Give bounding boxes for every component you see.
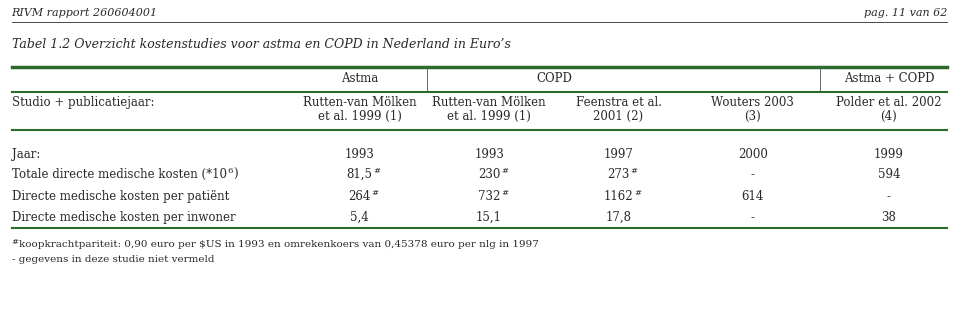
Text: (4): (4): [880, 110, 898, 123]
Text: #: #: [12, 238, 18, 246]
Text: 15,1: 15,1: [476, 211, 503, 224]
Text: Tabel 1.2 Overzicht kostenstudies voor astma en COPD in Nederland in Euro’s: Tabel 1.2 Overzicht kostenstudies voor a…: [12, 38, 510, 51]
Text: Polder et al. 2002: Polder et al. 2002: [836, 96, 942, 109]
Text: #: #: [631, 167, 638, 175]
Text: pag. 11 van 62: pag. 11 van 62: [864, 8, 947, 18]
Text: -: -: [751, 168, 755, 181]
Text: 230: 230: [478, 168, 501, 181]
Text: Jaar:: Jaar:: [12, 148, 40, 161]
Text: 732: 732: [478, 190, 501, 203]
Text: 614: 614: [741, 190, 764, 203]
Text: 594: 594: [877, 168, 901, 181]
Text: 1997: 1997: [603, 148, 634, 161]
Text: 17,8: 17,8: [605, 211, 632, 224]
Text: Studio + publicatiejaar:: Studio + publicatiejaar:: [12, 96, 154, 109]
Text: 273: 273: [607, 168, 630, 181]
Text: Feenstra et al.: Feenstra et al.: [575, 96, 662, 109]
Text: -: -: [887, 190, 891, 203]
Text: Rutten-van Mölken: Rutten-van Mölken: [433, 96, 546, 109]
Text: koopkrachtpariteit: 0,90 euro per $US in 1993 en omrekenkoers van 0,45378 euro p: koopkrachtpariteit: 0,90 euro per $US in…: [18, 240, 538, 249]
Text: 1999: 1999: [874, 148, 904, 161]
Text: 264: 264: [348, 190, 371, 203]
Text: Directe medische kosten per patiënt: Directe medische kosten per patiënt: [12, 190, 229, 203]
Text: Wouters 2003: Wouters 2003: [712, 96, 794, 109]
Text: 81,5: 81,5: [346, 168, 373, 181]
Text: Astma + COPD: Astma + COPD: [844, 72, 934, 85]
Text: et al. 1999 (1): et al. 1999 (1): [447, 110, 531, 123]
Text: 5,4: 5,4: [350, 211, 369, 224]
Text: #: #: [634, 189, 642, 197]
Text: 1993: 1993: [474, 148, 504, 161]
Text: Directe medische kosten per inwoner: Directe medische kosten per inwoner: [12, 211, 235, 224]
Text: Astma: Astma: [341, 72, 378, 85]
Text: 1993: 1993: [344, 148, 375, 161]
Text: 38: 38: [881, 211, 897, 224]
Text: #: #: [372, 189, 379, 197]
Text: Rutten-van Mölken: Rutten-van Mölken: [303, 96, 416, 109]
Text: Totale directe medische kosten (*10: Totale directe medische kosten (*10: [12, 168, 226, 181]
Text: et al. 1999 (1): et al. 1999 (1): [317, 110, 402, 123]
Text: ): ): [233, 168, 238, 181]
Text: #: #: [502, 167, 508, 175]
Text: RIVM rapport 260604001: RIVM rapport 260604001: [12, 8, 157, 18]
Text: 1162: 1162: [604, 190, 633, 203]
Text: 2001 (2): 2001 (2): [594, 110, 643, 123]
Text: COPD: COPD: [536, 72, 572, 85]
Text: #: #: [502, 189, 508, 197]
Text: (3): (3): [744, 110, 761, 123]
Text: 2000: 2000: [737, 148, 768, 161]
Text: #: #: [374, 167, 381, 175]
Text: 6: 6: [227, 167, 232, 175]
Text: - gegevens in deze studie niet vermeld: - gegevens in deze studie niet vermeld: [12, 255, 214, 264]
Text: -: -: [751, 211, 755, 224]
